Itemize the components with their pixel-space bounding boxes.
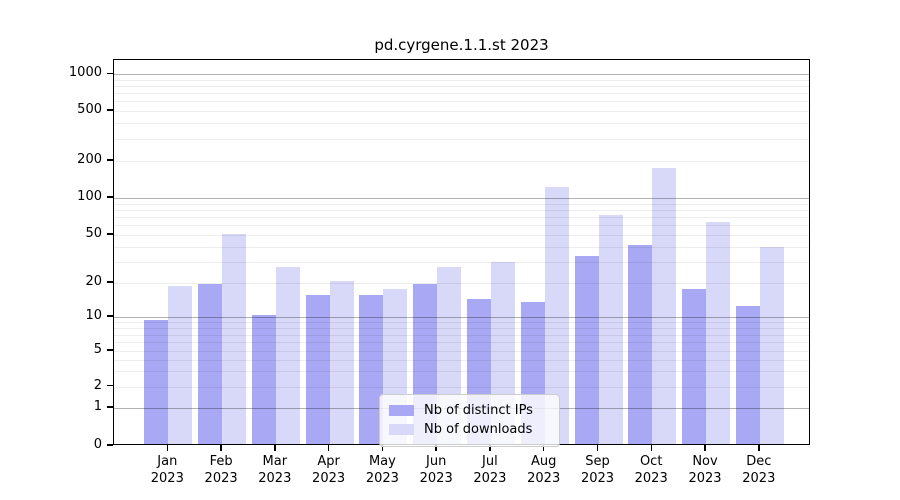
bar-distinct-ips-feb bbox=[198, 283, 223, 444]
x-tick-mark-aug bbox=[542, 445, 545, 451]
x-tick-mark-mar bbox=[274, 445, 276, 451]
legend-label-distinct-ips: Nb of distinct IPs bbox=[424, 403, 533, 418]
bar-distinct-ips-apr bbox=[305, 295, 330, 444]
gridline-minor-70 bbox=[114, 217, 809, 218]
bar-downloads-dec bbox=[759, 247, 784, 444]
bar-downloads-sep bbox=[598, 215, 623, 444]
gridline-minor-400 bbox=[114, 123, 809, 125]
gridline-minor-200 bbox=[114, 161, 809, 162]
bar-downloads-oct bbox=[652, 167, 677, 444]
gridline-minor-50 bbox=[114, 235, 809, 236]
bar-downloads-feb bbox=[222, 234, 247, 444]
x-tick-mark-dec bbox=[758, 445, 760, 451]
x-tick-mark-apr bbox=[327, 445, 330, 451]
bar-distinct-ips-mar bbox=[251, 315, 276, 444]
y-tick-label-1: 1 bbox=[93, 399, 102, 414]
y-tick-mark-0 bbox=[107, 444, 113, 446]
legend-item-downloads: Nb of downloads bbox=[389, 420, 549, 439]
gridline-minor-7 bbox=[114, 334, 809, 336]
gridline-minor-4 bbox=[114, 359, 809, 361]
bar-downloads-jan bbox=[168, 286, 193, 444]
gridline-minor-600 bbox=[114, 101, 809, 103]
x-tick-mark-feb bbox=[220, 445, 222, 451]
x-tick-label-jan: Jan 2023 bbox=[150, 454, 184, 486]
x-tick-mark-sep bbox=[596, 445, 599, 451]
gridline-major-100 bbox=[114, 198, 809, 199]
x-tick-label-apr: Apr 2023 bbox=[312, 454, 346, 486]
legend-swatch-downloads bbox=[389, 424, 414, 435]
y-tick-label-1000: 1000 bbox=[68, 65, 102, 81]
gridline-minor-40 bbox=[114, 246, 809, 248]
legend-item-distinct-ips: Nb of distinct IPs bbox=[389, 401, 549, 420]
gridline-minor-8 bbox=[114, 327, 809, 329]
x-tick-label-oct: Oct 2023 bbox=[634, 454, 668, 486]
x-tick-mark-jun bbox=[435, 445, 437, 451]
x-tick-mark-oct bbox=[650, 445, 652, 451]
plot-area: Nb of distinct IPs Nb of downloads bbox=[113, 59, 810, 447]
gridline-minor-6 bbox=[114, 342, 809, 344]
gridline-minor-80 bbox=[114, 209, 809, 211]
gridline-minor-60 bbox=[114, 225, 809, 227]
gridline-minor-500 bbox=[114, 111, 809, 112]
bar-distinct-ips-nov bbox=[682, 289, 706, 444]
gridline-minor-30 bbox=[114, 261, 809, 263]
bar-downloads-apr bbox=[329, 281, 354, 444]
gridline-minor-20 bbox=[114, 283, 809, 284]
x-tick-label-aug: Aug 2023 bbox=[527, 454, 561, 486]
gridline-major-10 bbox=[114, 317, 809, 318]
y-tick-label-50: 50 bbox=[85, 226, 102, 241]
y-tick-mark-500 bbox=[107, 109, 113, 111]
x-tick-label-jul: Jul 2023 bbox=[473, 454, 507, 486]
y-tick-label-500: 500 bbox=[77, 102, 102, 117]
x-tick-label-nov: Nov 2023 bbox=[688, 454, 722, 486]
gridline-minor-5 bbox=[114, 351, 809, 352]
bar-distinct-ips-sep bbox=[574, 256, 599, 444]
x-tick-label-mar: Mar 2023 bbox=[258, 454, 292, 486]
y-tick-mark-1 bbox=[107, 406, 113, 408]
gridline-minor-900 bbox=[114, 79, 809, 81]
gridline-minor-3 bbox=[114, 370, 809, 372]
bar-distinct-ips-dec bbox=[735, 306, 760, 444]
y-tick-label-200: 200 bbox=[77, 152, 102, 167]
y-tick-label-100: 100 bbox=[77, 189, 102, 204]
gridline-major-1000 bbox=[114, 74, 809, 76]
x-tick-label-feb: Feb 2023 bbox=[204, 454, 238, 486]
y-tick-mark-50 bbox=[107, 233, 113, 235]
x-tick-label-dec: Dec 2023 bbox=[742, 454, 776, 486]
bar-downloads-nov bbox=[706, 221, 730, 444]
gridline-minor-9 bbox=[114, 322, 809, 324]
y-tick-label-20: 20 bbox=[85, 274, 102, 289]
y-tick-label-5: 5 bbox=[93, 342, 102, 357]
y-tick-mark-10 bbox=[107, 315, 113, 317]
chart-title: pd.cyrgene.1.1.st 2023 bbox=[374, 36, 549, 54]
bar-downloads-mar bbox=[275, 267, 300, 444]
y-tick-label-0: 0 bbox=[93, 437, 102, 452]
y-tick-mark-100 bbox=[107, 196, 113, 198]
bar-distinct-ips-jan bbox=[144, 320, 169, 444]
x-tick-label-jun: Jun 2023 bbox=[419, 454, 453, 486]
x-tick-mark-may bbox=[381, 445, 384, 451]
legend-label-downloads: Nb of downloads bbox=[424, 422, 533, 437]
y-tick-mark-1000 bbox=[107, 72, 113, 74]
gridline-minor-300 bbox=[114, 138, 809, 140]
y-tick-label-2: 2 bbox=[93, 377, 102, 393]
y-tick-mark-20 bbox=[107, 281, 113, 283]
gridline-minor-90 bbox=[114, 203, 809, 205]
y-tick-mark-200 bbox=[107, 159, 113, 161]
x-tick-mark-nov bbox=[704, 445, 706, 451]
y-tick-mark-2 bbox=[107, 384, 113, 387]
gridline-minor-700 bbox=[114, 93, 809, 95]
y-tick-label-10: 10 bbox=[85, 308, 102, 323]
gridline-minor-800 bbox=[114, 86, 809, 88]
x-tick-mark-jan bbox=[166, 445, 169, 451]
bar-distinct-ips-oct bbox=[628, 244, 653, 444]
x-tick-mark-jul bbox=[489, 445, 491, 451]
legend: Nb of distinct IPs Nb of downloads bbox=[379, 394, 560, 447]
y-tick-mark-5 bbox=[107, 349, 113, 351]
gridline-minor-2 bbox=[114, 386, 809, 388]
x-tick-label-sep: Sep 2023 bbox=[580, 454, 615, 486]
x-tick-label-may: May 2023 bbox=[365, 454, 399, 486]
legend-swatch-distinct-ips bbox=[389, 405, 414, 416]
